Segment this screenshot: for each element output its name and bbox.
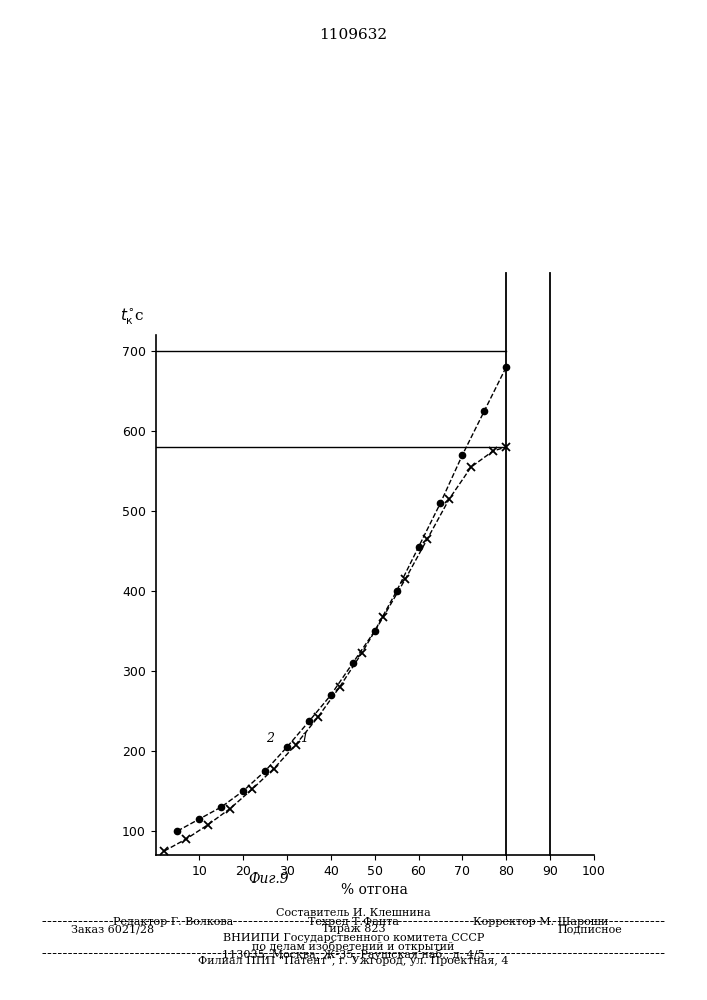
Text: Филиал ППП "Патент", г. Ужгород, ул. Проектная, 4: Филиал ППП "Патент", г. Ужгород, ул. Про… — [198, 956, 509, 966]
Text: Корректор М. Шароши: Корректор М. Шароши — [473, 917, 608, 927]
Text: Подписное: Подписное — [557, 924, 622, 934]
Text: Техред Т.Фанта: Техред Т.Фанта — [308, 917, 399, 927]
Text: 113035, Москва, Ж-35, Раушская наб., д. 4/5: 113035, Москва, Ж-35, Раушская наб., д. … — [222, 949, 485, 960]
Text: 1: 1 — [300, 732, 308, 746]
Text: Редактор Г. Волкова: Редактор Г. Волкова — [113, 917, 233, 927]
Text: ВНИИПИ Государственного комитета СССР: ВНИИПИ Государственного комитета СССР — [223, 933, 484, 943]
Text: Фиг.9: Фиг.9 — [248, 872, 289, 886]
Text: 2: 2 — [266, 732, 274, 746]
Text: $t_{\rm к}^{\circ}$с: $t_{\rm к}^{\circ}$с — [120, 306, 144, 327]
X-axis label: % отгона: % отгона — [341, 883, 408, 897]
Text: Тираж 823: Тираж 823 — [322, 924, 385, 934]
Text: Заказ 6021/28: Заказ 6021/28 — [71, 924, 154, 934]
Text: 1109632: 1109632 — [320, 28, 387, 42]
Text: Составитель И. Клешнина: Составитель И. Клешнина — [276, 908, 431, 918]
Text: по делам изобретений и открытий: по делам изобретений и открытий — [252, 941, 455, 952]
